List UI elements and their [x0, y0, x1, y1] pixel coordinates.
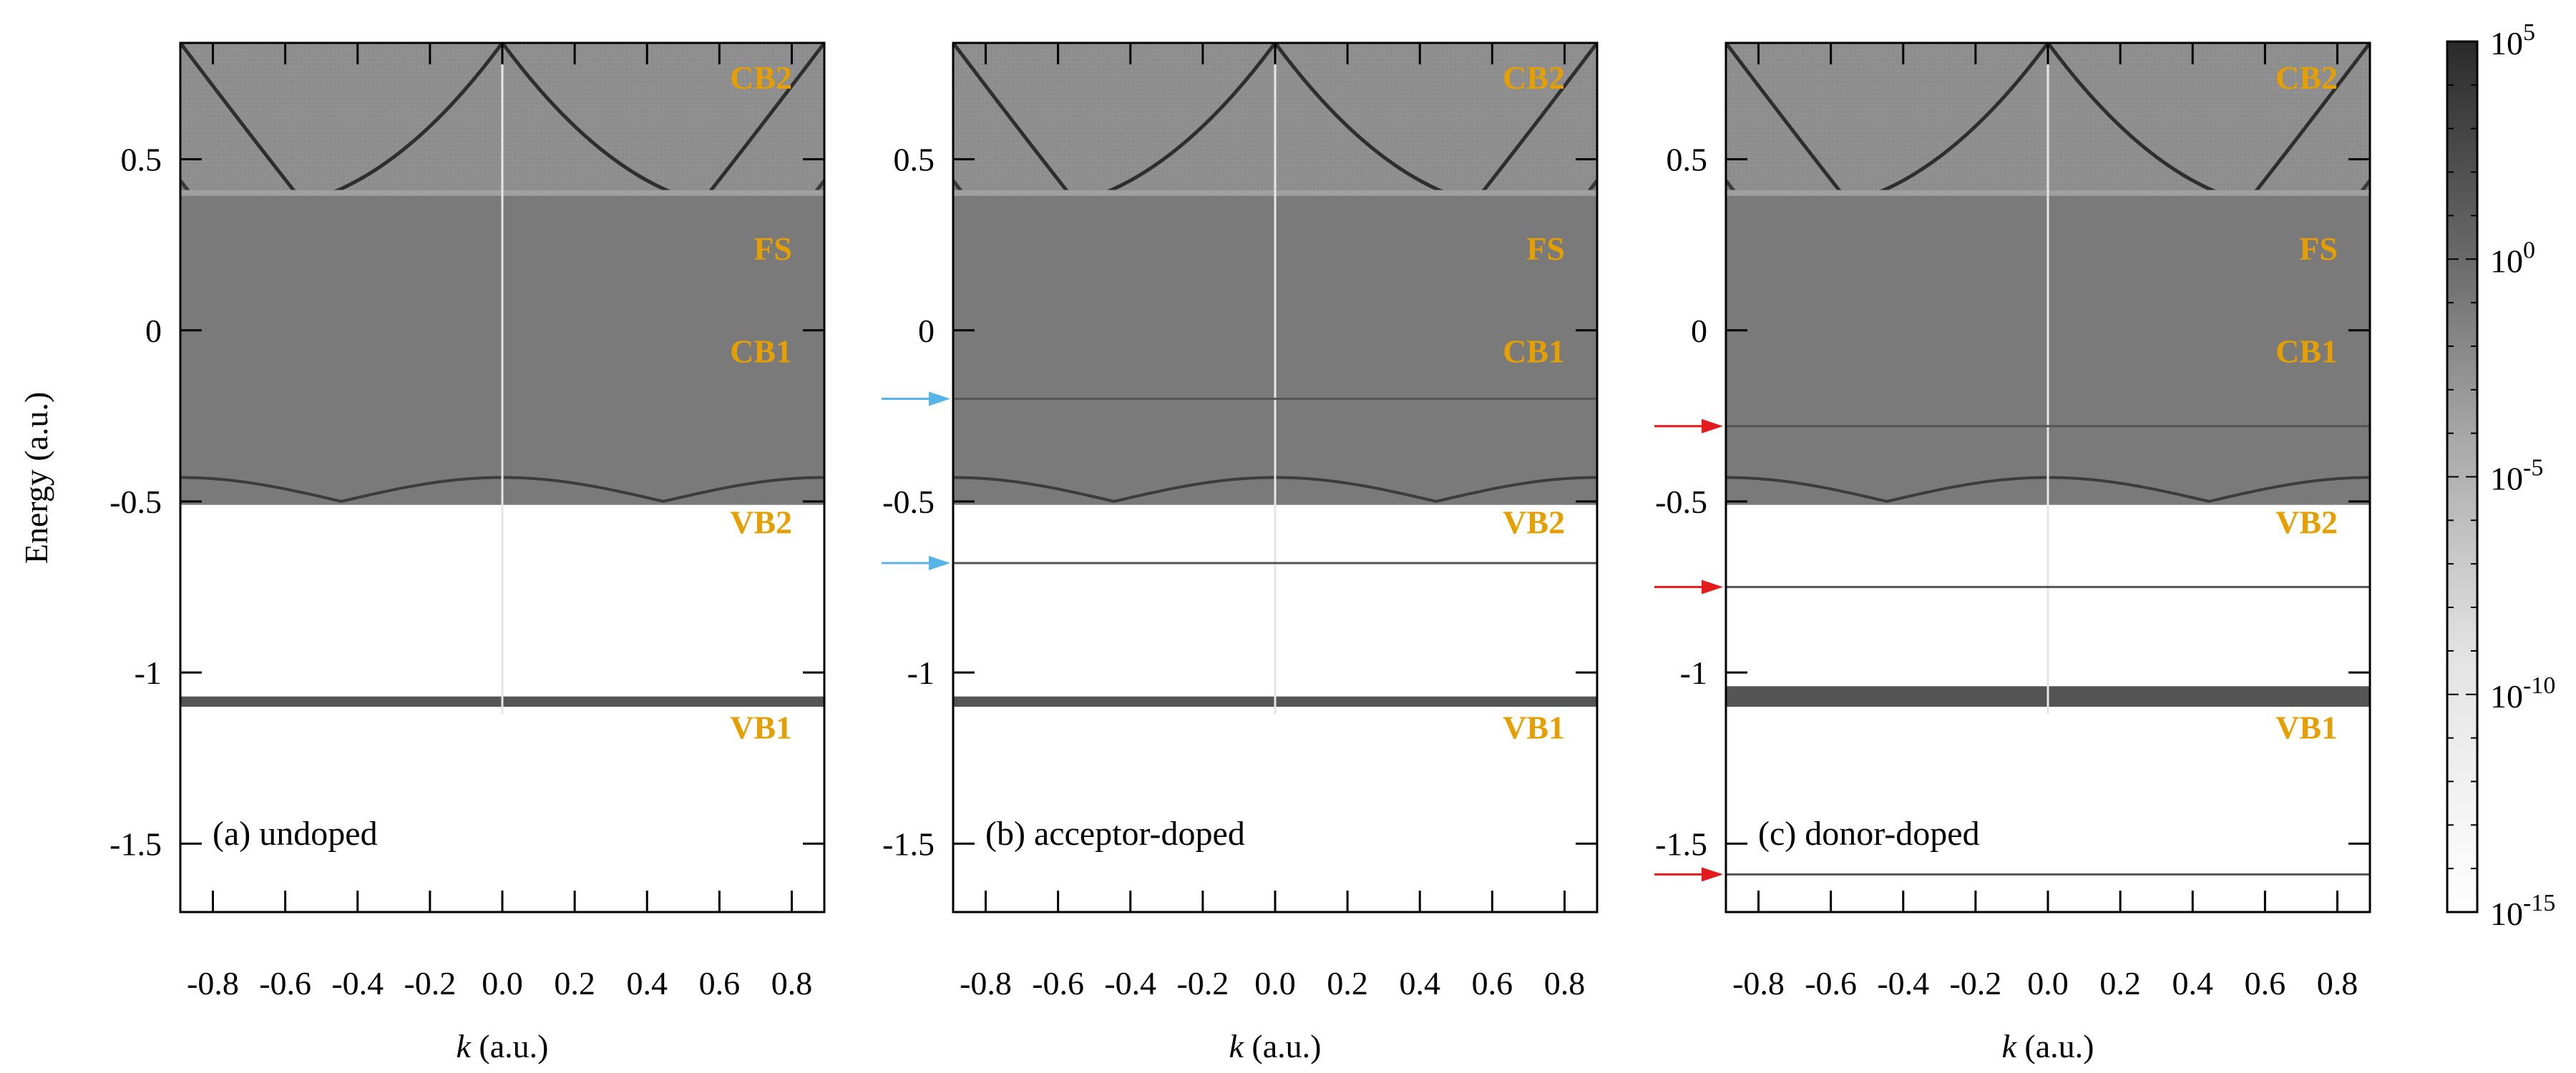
x-tick-label: 0.4: [1399, 965, 1440, 1001]
x-tick-label: -0.8: [187, 965, 239, 1001]
band-label-fs: FS: [2299, 230, 2338, 267]
band-label-cb1: CB1: [730, 333, 792, 370]
y-tick-label: 0: [145, 313, 162, 349]
x-tick-label: 0.0: [2027, 965, 2069, 1001]
x-tick-label: -0.2: [404, 965, 456, 1001]
y-tick-label: 0: [1691, 313, 1707, 349]
impurity-arrow-0: [882, 391, 950, 406]
panel-c: 0.5 0 -0.5 -1 -1.5 -0.8 -0.6 -0.4 -0.2 0.0 0.2 0.4 0…: [1654, 41, 2371, 1064]
x-axis-title: k (a.u.): [2002, 1028, 2094, 1064]
colorbar: 105 100 10-5 10-10 10-15: [2446, 19, 2555, 932]
band-label-cb2: CB2: [730, 59, 792, 96]
x-tick-label: 0.6: [1472, 965, 1513, 1001]
x-tick-label: -0.6: [1805, 965, 1857, 1001]
impurity-arrow-0: [1654, 418, 1723, 433]
band-label-vb1: VB1: [730, 710, 792, 746]
y-tick-label: 0: [918, 313, 935, 349]
y-tick-label: -0.5: [882, 484, 935, 520]
panel-label: (c) donor-doped: [1758, 815, 1980, 853]
x-tick-label: 0.4: [2172, 965, 2213, 1001]
y-tick-label: 0.5: [1667, 142, 1708, 178]
spectral-map: [1726, 43, 2370, 876]
x-tick-label: 0.6: [699, 965, 741, 1001]
x-tick-label: -0.6: [1032, 965, 1084, 1001]
y-tick-label: -0.5: [109, 484, 162, 520]
y-tick-label: -1.5: [1655, 825, 1707, 862]
y-tick-label: -1: [135, 655, 162, 691]
x-tick-label: 0.8: [2317, 965, 2358, 1001]
spectral-map: [180, 43, 824, 714]
y-tick-label: 0.5: [121, 142, 162, 178]
band-label-vb1: VB1: [2275, 710, 2338, 746]
colorbar-label: 10-15: [2490, 890, 2555, 932]
x-tick-label: -0.8: [960, 965, 1012, 1001]
y-tick-label: -1.5: [109, 825, 162, 862]
x-tick-label: 0.4: [626, 965, 668, 1001]
x-tick-label: 0.0: [1254, 965, 1296, 1001]
y-tick-label: -1: [1680, 655, 1707, 691]
impurity-arrow-1: [1654, 579, 1723, 594]
impurity-arrow-1: [882, 556, 950, 571]
impurity-arrow-2: [1654, 867, 1723, 882]
band-label-fs: FS: [1526, 230, 1565, 267]
spectral-map: [953, 43, 1597, 714]
y-tick-label: 0.5: [894, 142, 935, 178]
x-tick-label: 0.2: [2099, 965, 2141, 1001]
band-label-vb1: VB1: [1503, 710, 1565, 746]
x-tick-label: -0.2: [1949, 965, 2001, 1001]
panel-label: (a) undoped: [213, 815, 378, 853]
band-label-cb1: CB1: [1503, 333, 1565, 370]
x-tick-label: 0.2: [554, 965, 595, 1001]
x-tick-label: 0.8: [771, 965, 813, 1001]
y-tick-label: -0.5: [1655, 484, 1707, 520]
x-tick-label: 0.8: [1544, 965, 1586, 1001]
x-tick-label: -0.4: [331, 965, 384, 1001]
colorbar-label: 100: [2490, 237, 2535, 279]
y-axis-title-group: Energy (a.u.): [18, 392, 54, 564]
x-axis-title: k (a.u.): [457, 1028, 549, 1064]
band-label-fs: FS: [753, 230, 792, 267]
panel-label: (b) acceptor-doped: [985, 815, 1245, 853]
x-tick-label: -0.8: [1732, 965, 1785, 1001]
colorbar-label: 10-5: [2490, 455, 2543, 497]
x-tick-label: -0.6: [259, 965, 311, 1001]
band-label-vb2: VB2: [1503, 504, 1565, 541]
y-tick-label: -1.5: [882, 825, 935, 862]
colorbar-label: 105: [2490, 19, 2535, 62]
colorbar-label: 10-10: [2490, 672, 2555, 715]
x-tick-label: 0.6: [2245, 965, 2286, 1001]
x-tick-label: 0.2: [1327, 965, 1368, 1001]
x-tick-label: -0.4: [1877, 965, 1929, 1001]
x-tick-label: 0.0: [482, 965, 523, 1001]
band-label-cb2: CB2: [1503, 59, 1565, 96]
y-axis-title: Energy (a.u.): [18, 392, 54, 564]
panel-b: 0.5 0 -0.5 -1 -1.5 -0.8 -0.6 -0.4 -0.2 0.0 0.2 0.4 0…: [882, 41, 1599, 1064]
x-axis-title: k (a.u.): [1229, 1028, 1322, 1064]
panels-layer: 0.5 0 -0.5 -1 -1.5 -0.8 -0.6 -0.4 -0.2 0.0 0.2 0.4 0…: [109, 41, 2371, 1064]
band-label-vb2: VB2: [730, 504, 792, 541]
band-label-cb1: CB1: [2275, 333, 2338, 370]
x-tick-label: -0.2: [1176, 965, 1229, 1001]
x-tick-label: -0.4: [1104, 965, 1156, 1001]
band-label-vb2: VB2: [2275, 504, 2338, 541]
y-tick-label: -1: [907, 655, 935, 691]
panel-a: 0.5 0 -0.5 -1 -1.5 -0.8 -0.6 -0.4 -0.2 0.0 0.2 0.4 0…: [109, 41, 826, 1064]
band-label-cb2: CB2: [2275, 59, 2338, 96]
